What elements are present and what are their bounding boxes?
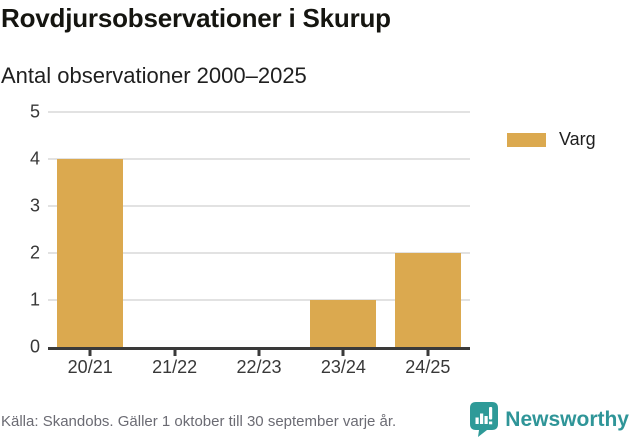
category-slot-21/22 xyxy=(132,112,216,356)
y-tick-label: 4 xyxy=(29,148,40,169)
x-tick-mark xyxy=(88,347,92,356)
y-tick-label: 0 xyxy=(29,336,40,357)
y-tick-label: 2 xyxy=(29,242,40,263)
source-note: Källa: Skandobs. Gäller 1 oktober till 3… xyxy=(1,413,397,430)
category-slot-20/21 xyxy=(48,112,132,356)
gridline-y1 xyxy=(48,299,470,301)
x-tick-label: 21/22 xyxy=(152,357,198,377)
y-tick-label: 3 xyxy=(29,195,40,216)
y-axis-labels: 0 1 2 3 4 5 xyxy=(0,102,40,357)
bar-varg-23/24 xyxy=(310,300,377,347)
legend-label-varg: Varg xyxy=(559,129,596,149)
x-tick-label: 20/21 xyxy=(67,357,113,377)
gridline-y5 xyxy=(48,111,470,113)
legend: Varg xyxy=(507,129,596,150)
x-tick-label: 23/24 xyxy=(320,357,366,377)
x-tick-label: 22/23 xyxy=(236,357,282,377)
x-axis-labels: 20/21 21/22 22/23 23/24 24/25 xyxy=(48,357,470,378)
bar-slots xyxy=(48,112,470,356)
chart-title: Rovdjursobservationer i Skurup xyxy=(1,3,391,33)
newsworthy-logo[interactable]: Newsworthy xyxy=(470,402,629,437)
category-slot-22/23 xyxy=(217,112,301,356)
x-tick-mark xyxy=(257,347,261,356)
gridline-y3 xyxy=(48,205,470,207)
plot-area xyxy=(48,111,470,356)
category-slot-24/25 xyxy=(386,112,470,356)
y-tick-label: 5 xyxy=(29,101,40,122)
newsworthy-bubble-chart-icon xyxy=(470,402,499,437)
category-slot-23/24 xyxy=(301,112,385,356)
x-tick-mark xyxy=(173,347,177,356)
bar-varg-24/25 xyxy=(394,253,461,347)
y-tick-label: 1 xyxy=(29,289,40,310)
legend-swatch-varg xyxy=(507,132,546,147)
x-tick-mark xyxy=(341,347,345,356)
x-tick-label: 24/25 xyxy=(405,357,451,377)
newsworthy-wordmark: Newsworthy xyxy=(505,407,629,431)
gridline-y4 xyxy=(48,158,470,160)
x-tick-mark xyxy=(426,347,430,356)
bar-varg-20/21 xyxy=(57,159,124,347)
gridline-y2 xyxy=(48,252,470,254)
chart-subtitle: Antal observationer 2000–2025 xyxy=(1,63,307,88)
